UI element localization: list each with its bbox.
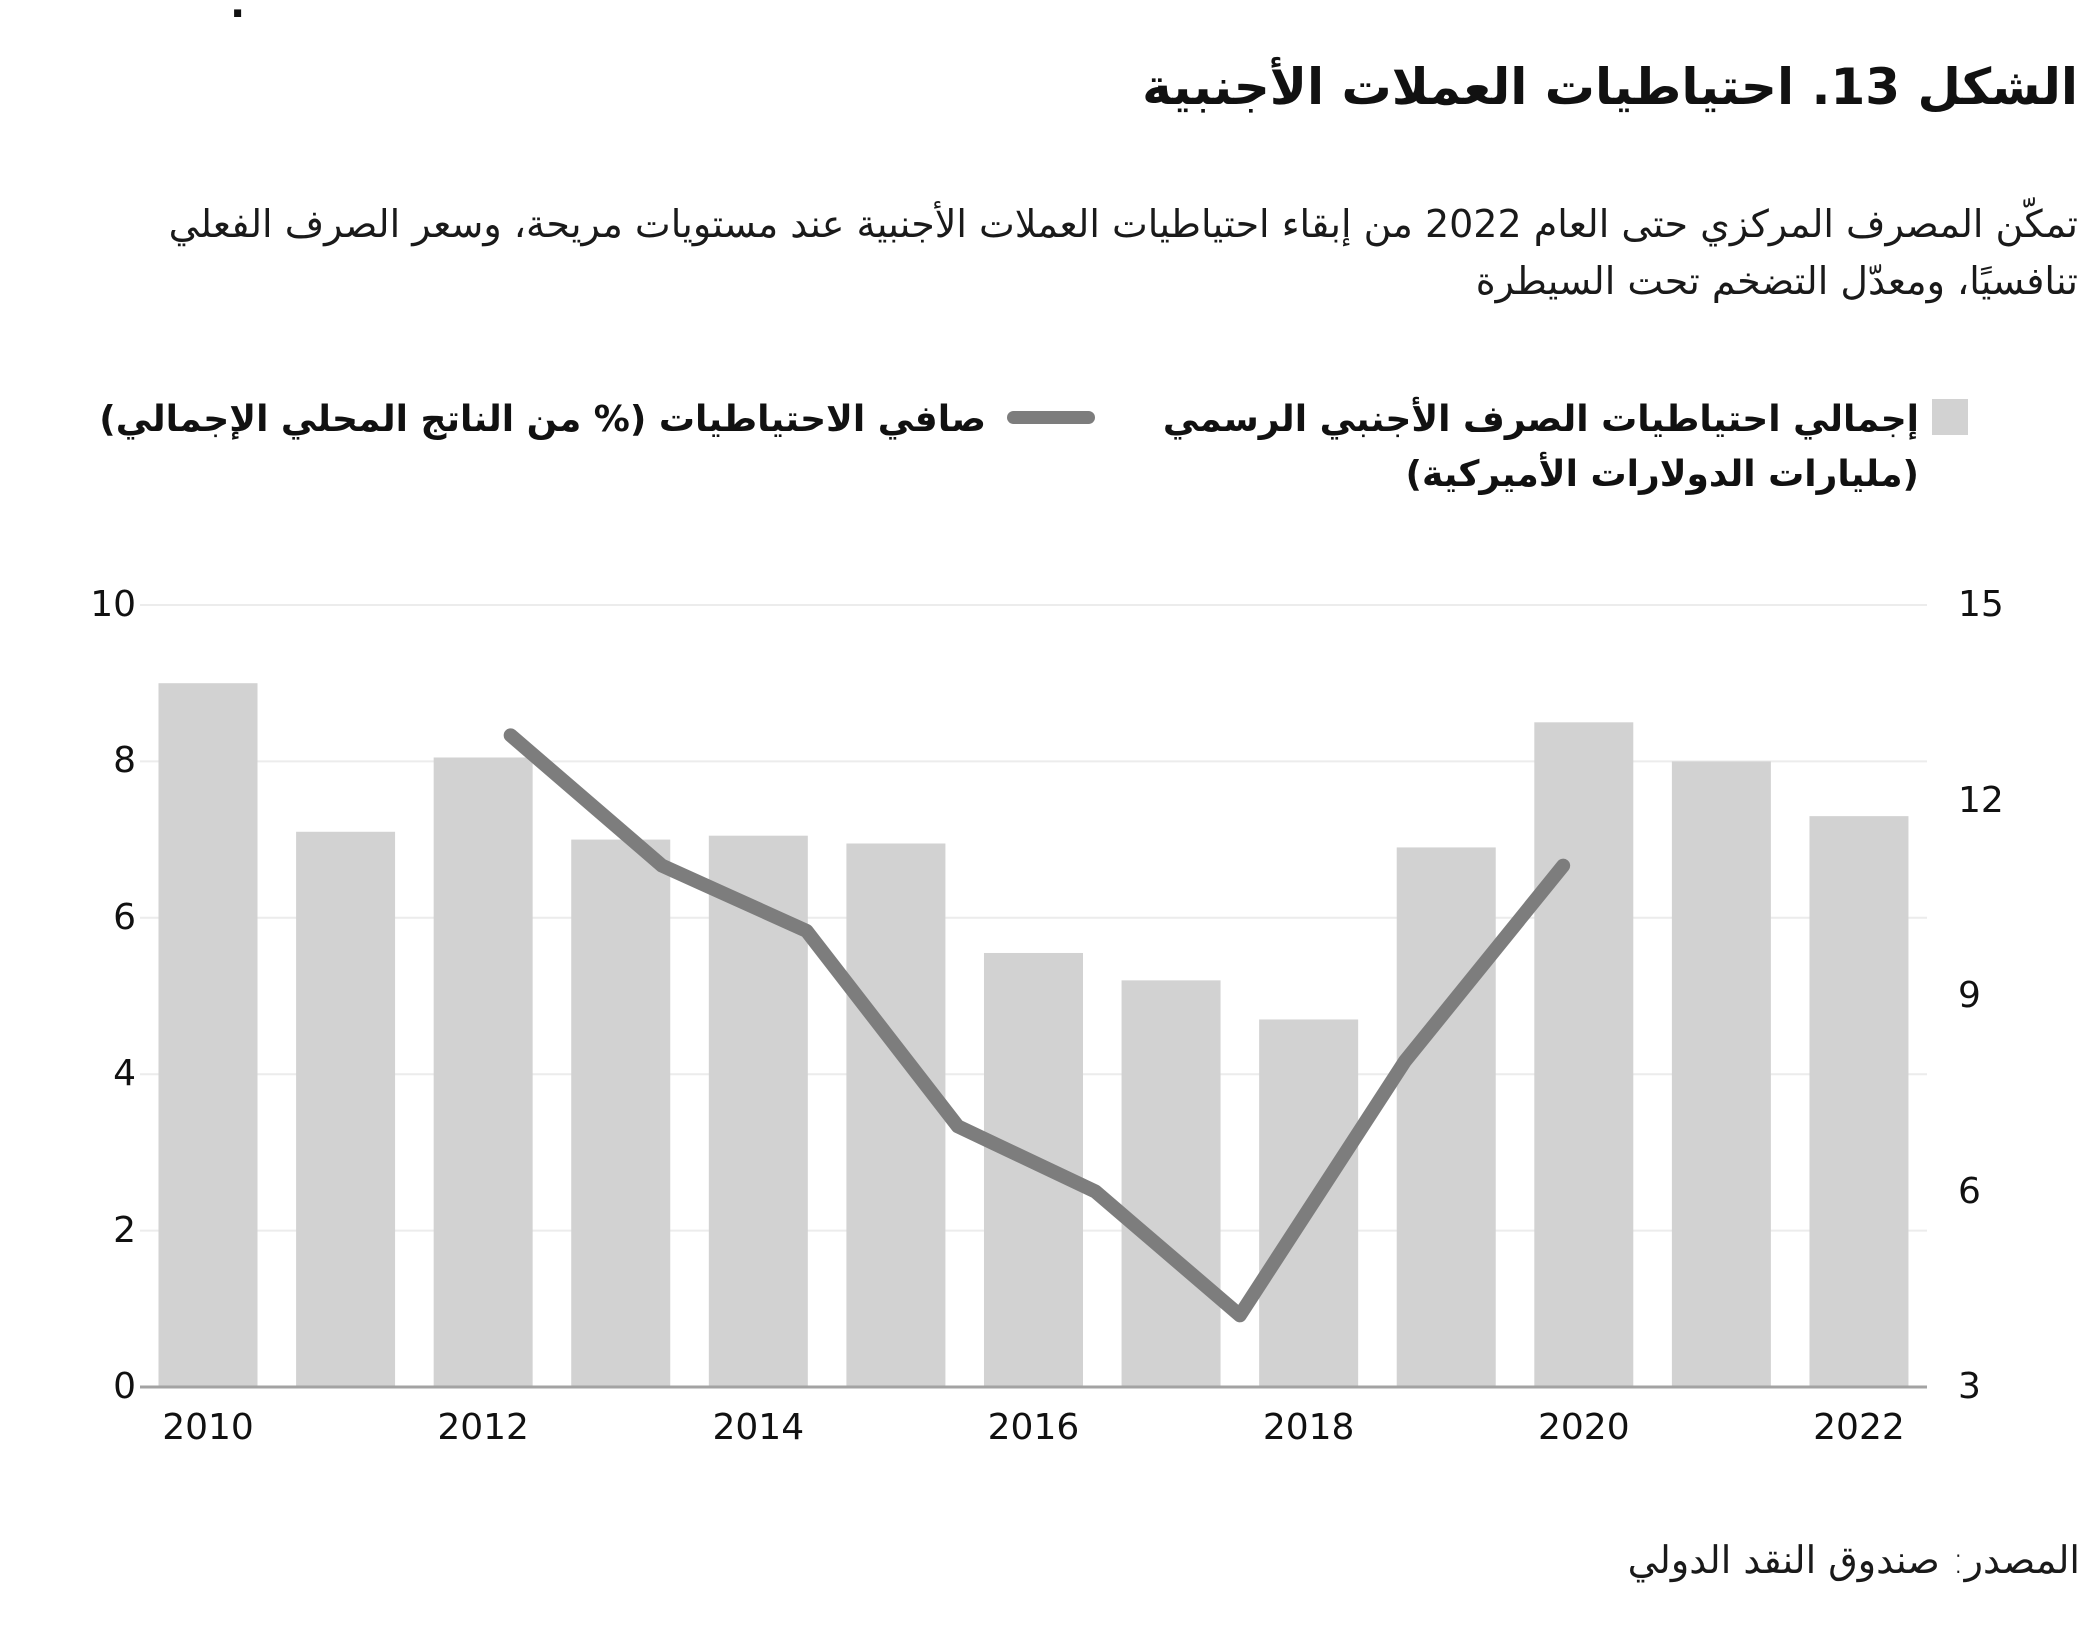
bar-2021 bbox=[1671, 761, 1771, 1387]
net-reserves-line bbox=[503, 728, 1571, 1323]
legend-bars-label-line1: إجمالي احتياطيات الصرف الأجنبي الرسمي bbox=[1162, 399, 1919, 440]
legend-bars-label-line2: (مليارات الدولارات الأميركية) bbox=[1405, 454, 1919, 495]
legend-line-label: صافي الاحتياطيات (% من الناتج المحلي الإ… bbox=[99, 399, 986, 440]
line-series-swatch bbox=[1007, 411, 1095, 424]
source-note: المصدر: صندوق النقد الدولي bbox=[1627, 1538, 2080, 1582]
bar-2016 bbox=[983, 952, 1083, 1387]
legend-line: صافي الاحتياطيات (% من الناتج المحلي الإ… bbox=[99, 392, 1095, 447]
bar-2022 bbox=[1809, 816, 1909, 1387]
bar-2020 bbox=[1534, 722, 1634, 1387]
figure-title: الشكل 13. احتياطيات العملات الأجنبية bbox=[1142, 58, 2078, 116]
bar-2017 bbox=[1121, 980, 1221, 1387]
bar-2013 bbox=[571, 839, 671, 1387]
bar-2012 bbox=[433, 757, 533, 1387]
figure-subtitle: تمكّن المصرف المركزي حتى العام 2022 من إ… bbox=[168, 202, 2078, 303]
bar-series-swatch bbox=[1932, 399, 1968, 435]
legend-bars: إجمالي احتياطيات الصرف الأجنبي الرسمي (م… bbox=[1163, 392, 1968, 502]
bar-2015 bbox=[846, 843, 946, 1387]
bar-2011 bbox=[296, 831, 396, 1387]
legend-bars-label: إجمالي احتياطيات الصرف الأجنبي الرسمي (م… bbox=[1163, 392, 1919, 502]
stray-dot: . bbox=[230, 0, 246, 27]
bar-2010 bbox=[158, 683, 258, 1387]
bar-2019 bbox=[1396, 847, 1496, 1387]
